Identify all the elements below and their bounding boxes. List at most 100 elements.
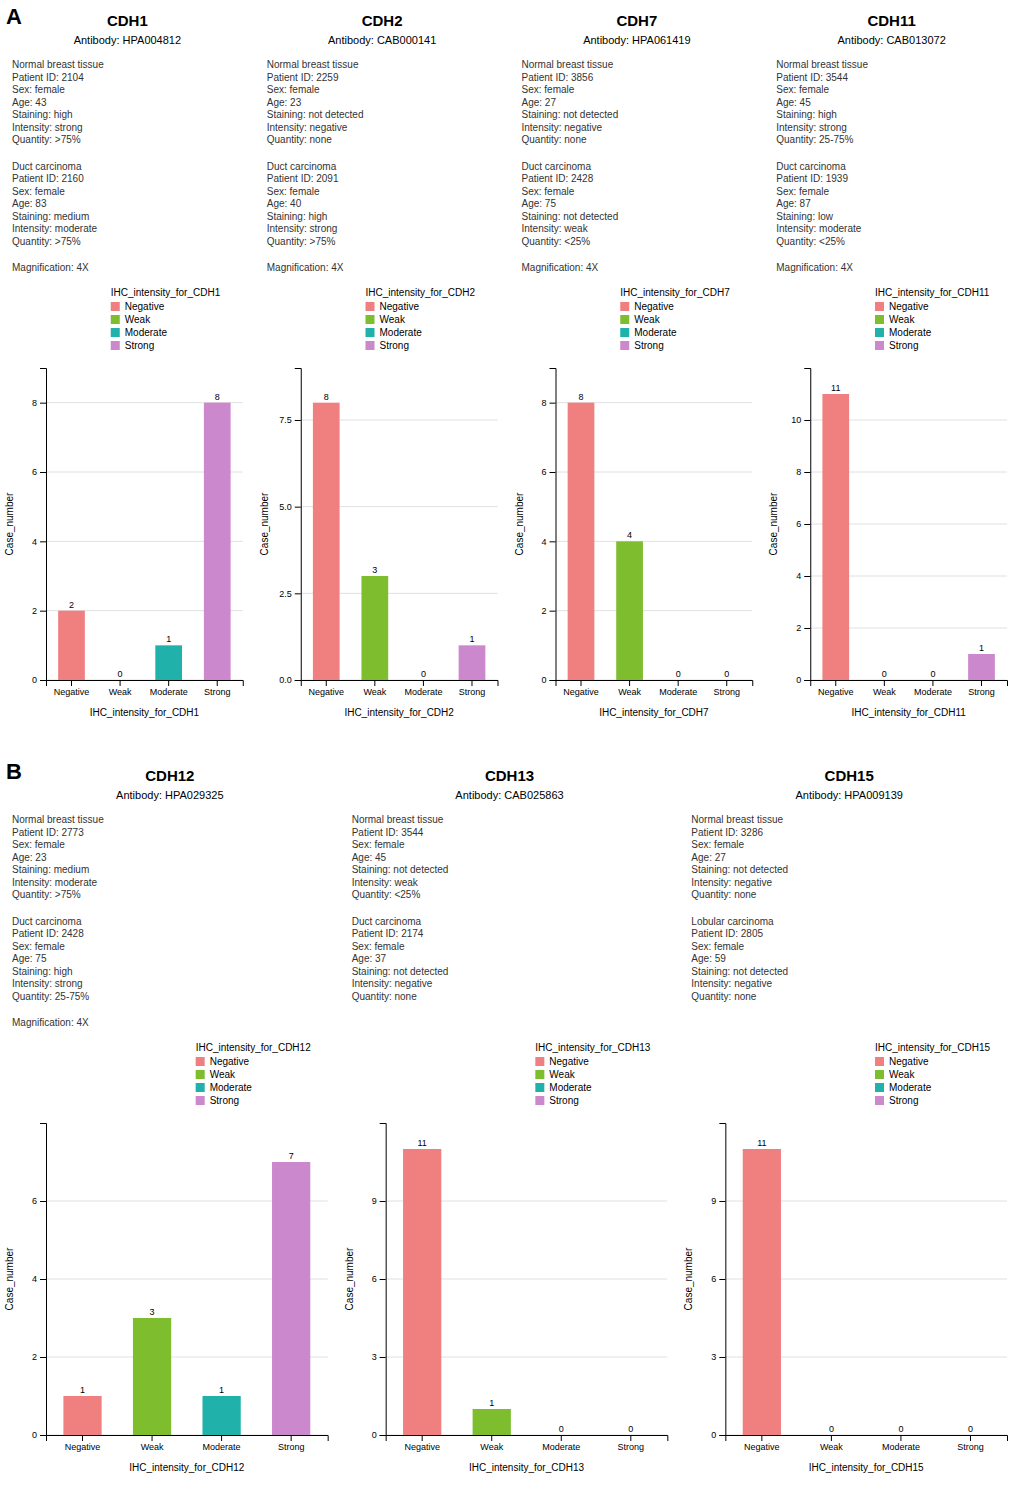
annotation-line: Intensity: negative	[352, 978, 433, 989]
tick-label: Negative	[404, 1442, 440, 1452]
tick-mark	[932, 680, 933, 686]
tick-label: Moderate	[914, 687, 952, 697]
tick-label: Strong	[968, 687, 995, 697]
annotation: Duct carcinomaPatient ID: 2160Sex: femal…	[12, 161, 97, 247]
annotation-line: Sex: female	[691, 839, 744, 850]
annotation: Normal breast tissuePatient ID: 3856Sex:…	[522, 59, 619, 145]
legend-entry: Strong	[380, 340, 409, 351]
chart-title: CDH7	[616, 12, 657, 29]
legend-entry: Strong	[549, 1095, 578, 1106]
tick-mark	[804, 576, 810, 577]
legend-swatch	[875, 1057, 884, 1066]
tick-mark	[719, 1279, 725, 1280]
annotation-line: Quantity: <25%	[522, 236, 591, 247]
bar	[968, 654, 995, 680]
legend-entry: Negative	[210, 1056, 250, 1067]
bar	[272, 1162, 310, 1435]
legend-title: IHC_intensity_for_CDH12	[196, 1042, 311, 1053]
annotation-line: Age: 27	[691, 852, 726, 863]
axis-line	[40, 1124, 47, 1436]
tick-mark	[726, 680, 727, 686]
x-tick: Strong	[957, 1435, 984, 1452]
bars	[568, 403, 643, 680]
annotation-line: Normal breast tissue	[12, 814, 104, 825]
bar	[542, 1435, 580, 1436]
tick-mark	[550, 611, 556, 612]
annotation-line: Patient ID: 2104	[12, 72, 84, 83]
annotation-line: Age: 83	[12, 198, 47, 209]
annotation-line: Quantity: <25%	[352, 889, 421, 900]
tick-label: 6	[541, 467, 546, 477]
x-tick: Moderate	[659, 680, 697, 697]
y-axis-title: Case_number	[344, 1247, 355, 1310]
annotation-line: Patient ID: 2091	[267, 173, 339, 184]
y-tick: 2	[32, 1352, 46, 1362]
y-axis: 0.02.55.07.5	[279, 369, 301, 686]
axis-line	[719, 1124, 726, 1436]
x-tick: Negative	[563, 680, 599, 697]
y-axis-title: Case_number	[4, 492, 15, 555]
annotation-line: Duct carcinoma	[267, 161, 337, 172]
annotation-line: Patient ID: 3544	[776, 72, 848, 83]
axis-line	[47, 681, 244, 687]
bar	[616, 541, 643, 680]
y-tick: 8	[796, 467, 810, 477]
bar	[410, 680, 437, 681]
legend: IHC_intensity_for_CDH15NegativeWeakModer…	[875, 1042, 990, 1106]
x-tick: Strong	[618, 1435, 645, 1452]
y-tick: 6	[32, 467, 46, 477]
tick-label: Strong	[618, 1442, 645, 1452]
tick-mark	[295, 593, 301, 594]
annotation-line: Staining: not detected	[267, 109, 364, 120]
bars	[822, 394, 994, 680]
data-label: 2	[69, 600, 74, 610]
legend-swatch	[620, 302, 629, 311]
x-axis-title: IHC_intensity_for_CDH2	[344, 707, 454, 718]
annotation-line: Staining: high	[776, 109, 837, 120]
tick-mark	[295, 507, 301, 508]
annotation-line: Age: 45	[352, 852, 387, 863]
y-axis: 0246	[32, 1124, 47, 1441]
y-tick: 0	[32, 1430, 46, 1440]
annotation-line: Staining: high	[267, 211, 328, 222]
tick-label: 4	[796, 571, 801, 581]
tick-mark	[40, 472, 46, 473]
tick-mark	[629, 680, 630, 686]
legend-title: IHC_intensity_for_CDH2	[366, 287, 476, 298]
tick-label: 7.5	[279, 415, 292, 425]
tick-label: 8	[32, 398, 37, 408]
tick-mark	[970, 1435, 971, 1441]
legend-entry: Weak	[889, 1069, 915, 1080]
data-label: 8	[324, 392, 329, 402]
legend: IHC_intensity_for_CDH11NegativeWeakModer…	[875, 287, 990, 351]
chart-subtitle: Antibody: HPA029325	[116, 789, 223, 801]
annotation: Duct carcinomaPatient ID: 2174Sex: femal…	[352, 916, 449, 1002]
annotation-line: Patient ID: 2428	[522, 173, 594, 184]
bars	[403, 1149, 511, 1435]
tick-label: 2	[541, 606, 546, 616]
legend-swatch	[366, 328, 375, 337]
y-axis-title: Case_number	[514, 492, 525, 555]
bar	[58, 611, 85, 680]
legend: IHC_intensity_for_CDH2NegativeWeakModera…	[366, 287, 476, 351]
tick-label: 8	[541, 398, 546, 408]
axis-line	[301, 681, 498, 687]
tick-mark	[295, 680, 301, 681]
chart-title: CDH13	[485, 767, 534, 784]
annotation-line: Quantity: >75%	[12, 236, 81, 247]
annotation-line: Patient ID: 2428	[12, 928, 84, 939]
tick-label: Moderate	[150, 687, 188, 697]
x-axis: NegativeWeakModerateStrong	[386, 1435, 668, 1452]
tick-label: Negative	[744, 1442, 780, 1452]
tick-mark	[719, 1435, 725, 1436]
x-tick: Moderate	[542, 1435, 580, 1452]
tick-mark	[40, 1357, 46, 1358]
panel: BCDH12Antibody: HPA029325Normal breast t…	[4, 759, 328, 1473]
annotation-line: Intensity: negative	[267, 122, 348, 133]
annotation: Normal breast tissuePatient ID: 2104Sex:…	[12, 59, 104, 145]
data-label: 4	[627, 530, 632, 540]
data-label: 0	[930, 669, 935, 679]
tick-mark	[835, 680, 836, 686]
legend-swatch	[620, 328, 629, 337]
bar	[63, 1396, 101, 1435]
